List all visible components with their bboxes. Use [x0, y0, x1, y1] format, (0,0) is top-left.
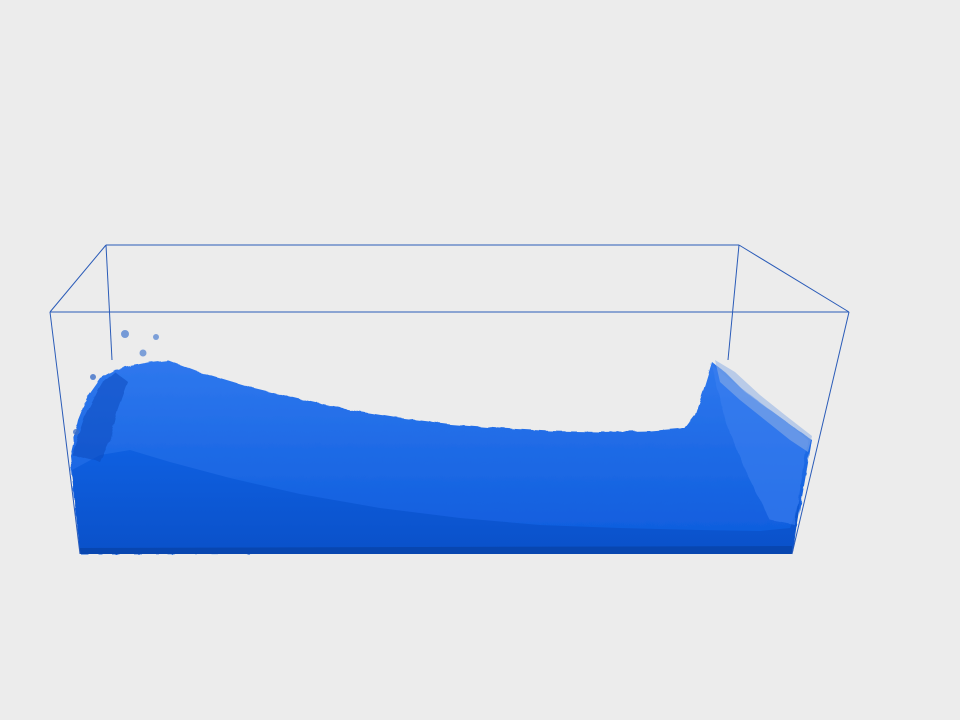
fluid-bottom-edge: [80, 546, 792, 554]
fluid-surface-icon: [70, 360, 812, 554]
splash-droplet: [90, 374, 96, 380]
splash-droplet: [73, 429, 79, 435]
tank-wireframe-icon: [49, 311, 850, 555]
splash-droplet-icon: [73, 330, 159, 435]
splash-droplet: [121, 330, 129, 338]
tank-back-edges: [49, 244, 850, 361]
splash-droplet: [139, 349, 147, 357]
splash-droplet: [153, 334, 159, 340]
fluid-crest-shade: [72, 372, 128, 462]
fluid-front-face: [72, 450, 800, 554]
fluid-right-wall-shade: [712, 365, 808, 525]
fluid-right-splash: [715, 360, 812, 452]
